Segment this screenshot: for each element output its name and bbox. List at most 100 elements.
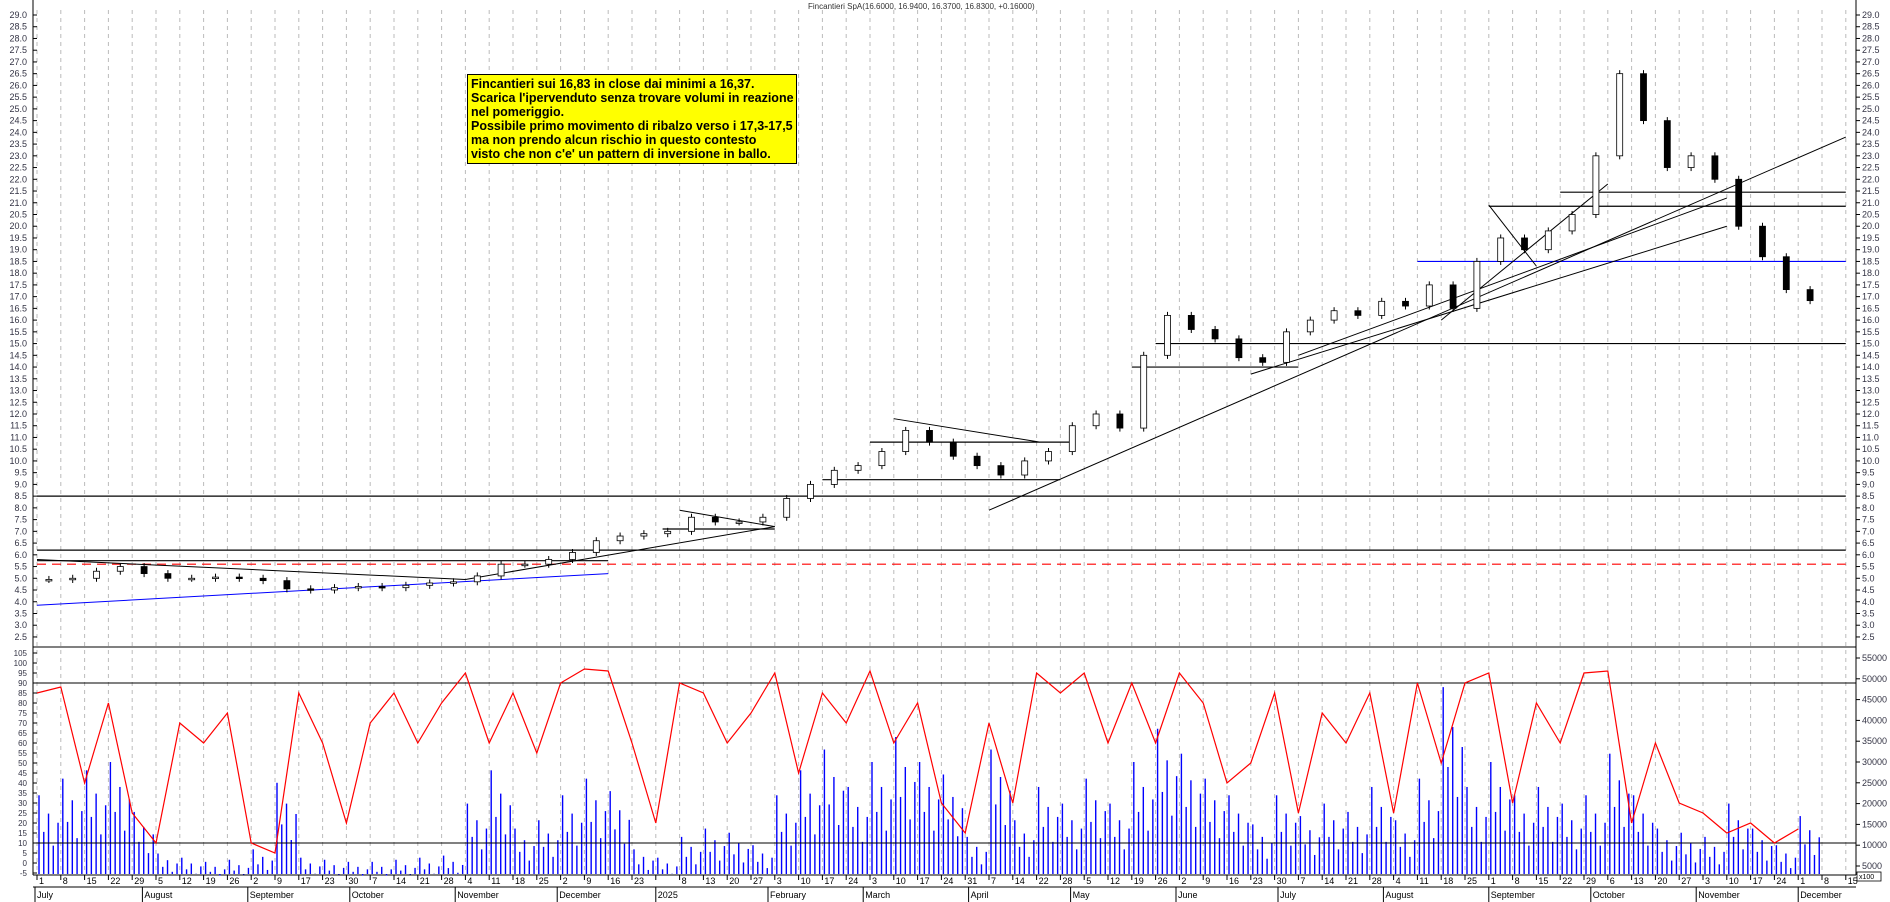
x-tick-label: 10 [1729, 876, 1739, 886]
price-tick-label: 3.5 [14, 608, 27, 618]
price-tick-label: 13.0 [9, 386, 27, 396]
candle-body [830, 469, 838, 485]
month-label: September [250, 890, 294, 900]
candle-body [735, 521, 743, 524]
price-tick-label: 11.0 [1862, 432, 1879, 442]
month-label: 2025 [658, 890, 678, 900]
x-tick-label: 11 [1419, 876, 1428, 886]
price-tick-label: 8.0 [14, 503, 27, 513]
candle-body [973, 455, 981, 467]
candle-body [497, 563, 505, 577]
candle-body [878, 451, 886, 467]
x-tick-label: 12 [1110, 876, 1120, 886]
x-tick-label: 18 [515, 876, 525, 886]
x-tick-label: 18 [1443, 876, 1453, 886]
month-label: September [1491, 890, 1535, 900]
price-tick-label: 27.5 [1862, 45, 1880, 55]
month-label: April [971, 890, 989, 900]
price-tick-label: 26.0 [9, 80, 27, 90]
candle-body [1735, 178, 1743, 227]
price-tick-label: 20.5 [1862, 209, 1880, 219]
trendline [1298, 197, 1727, 356]
price-tick-label: 22.0 [1862, 174, 1880, 184]
volume-tick-label: 55000 [1862, 653, 1887, 663]
price-tick-label: 5.0 [1862, 573, 1875, 583]
x-tick-label: 9 [1205, 876, 1210, 886]
candle-body [1806, 289, 1814, 302]
oscillator-tick-label: 85 [18, 689, 27, 698]
price-tick-label: 16.5 [9, 303, 27, 313]
price-tick-label: 8.5 [1862, 491, 1875, 501]
volume-unit-label: x100 [1859, 874, 1874, 881]
oscillator-tick-label: 80 [18, 699, 27, 708]
trendline [679, 509, 775, 528]
price-tick-label: 23.0 [1862, 151, 1880, 161]
price-tick-label: 27.5 [9, 45, 27, 55]
month-label: December [1800, 890, 1842, 900]
trendline [893, 418, 1041, 443]
oscillator-tick-label: 55 [18, 749, 27, 758]
candle-body [1116, 413, 1124, 429]
price-tick-label: 10.5 [9, 444, 27, 454]
volume-tick-label: 10000 [1862, 840, 1887, 850]
x-tick-label: 10 [801, 876, 811, 886]
price-tick-label: 12.0 [9, 409, 27, 419]
candle-body [378, 586, 386, 589]
x-tick-label: 8 [682, 876, 687, 886]
candle-body [949, 441, 957, 457]
price-tick-label: 27.0 [1862, 57, 1880, 67]
x-tick-label: 23 [325, 876, 335, 886]
price-tick-label: 5.0 [14, 573, 27, 583]
candle-body [212, 576, 219, 580]
candle-body [331, 587, 338, 591]
candle-body [1306, 319, 1314, 333]
month-label: July [37, 890, 54, 900]
price-tick-label: 23.5 [9, 139, 27, 149]
x-tick-label: 25 [539, 876, 549, 886]
x-tick-label: 12 [182, 876, 192, 886]
trendline [36, 573, 609, 606]
price-tick-label: 4.0 [1862, 597, 1875, 607]
x-tick-label: 7 [372, 876, 377, 886]
x-tick-label: 24 [1776, 876, 1786, 886]
price-tick-label: 24.5 [1862, 116, 1880, 126]
price-tick-label: 6.5 [1862, 538, 1875, 548]
volume-tick-label: 45000 [1862, 695, 1887, 705]
chart-title: Fincantieri SpA(16.6000, 16.9400, 16.370… [808, 2, 1035, 11]
price-tick-label: 17.5 [9, 280, 27, 290]
candle-body [997, 465, 1005, 476]
price-tick-label: 9.5 [1862, 468, 1875, 478]
oscillator-tick-label: 30 [18, 799, 27, 808]
candle-body [473, 575, 481, 583]
candle-body [45, 579, 53, 582]
volume-tick-label: 15000 [1862, 819, 1887, 829]
price-tick-label: 18.5 [1862, 256, 1880, 266]
x-tick-label: 14 [1015, 876, 1025, 886]
x-tick-label: 1 [39, 876, 44, 886]
price-tick-label: 26.5 [1862, 69, 1880, 79]
price-tick-label: 6.5 [14, 538, 27, 548]
oscillator-tick-label: 100 [14, 659, 28, 668]
candle-body [1782, 256, 1790, 290]
price-tick-label: 24.0 [9, 127, 27, 137]
candle-body [545, 559, 553, 565]
trendline [36, 559, 466, 580]
price-tick-label: 25.0 [9, 104, 27, 114]
candle-body [1235, 338, 1243, 359]
x-tick-label: 27 [1681, 876, 1691, 886]
candle-body [1521, 237, 1528, 251]
candle-body [1568, 214, 1576, 232]
price-tick-label: 3.0 [1862, 620, 1875, 630]
x-tick-label: 2 [1181, 876, 1186, 886]
x-tick-label: 3 [1705, 876, 1710, 886]
price-tick-label: 12.0 [1862, 409, 1880, 419]
candle-body [1330, 310, 1338, 321]
candle-body [259, 577, 267, 582]
oscillator-tick-label: 25 [18, 809, 27, 818]
month-label: May [1073, 890, 1091, 900]
candle-body [1663, 120, 1671, 168]
x-tick-label: 19 [1134, 876, 1144, 886]
oscillator-tick-label: 35 [18, 789, 27, 798]
volume-tick-label: 25000 [1862, 778, 1887, 788]
price-tick-label: 14.0 [9, 362, 27, 372]
